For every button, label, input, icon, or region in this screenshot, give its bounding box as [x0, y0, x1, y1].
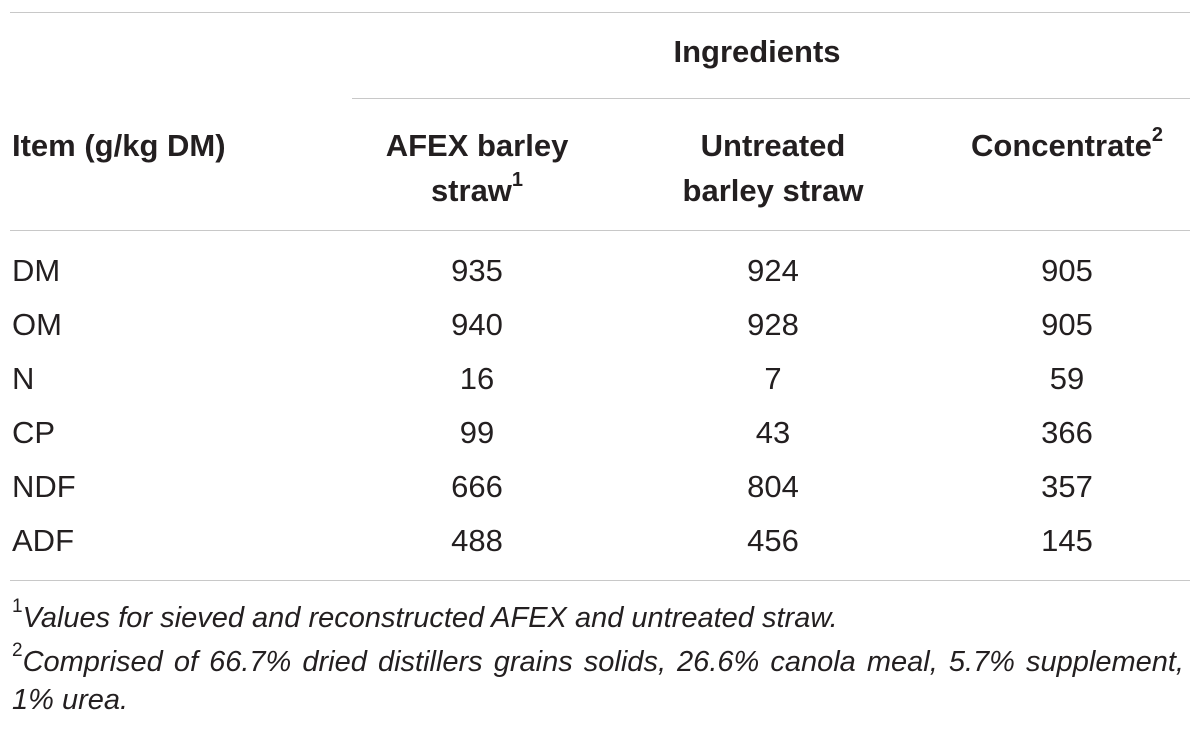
- row-label: CP: [12, 415, 56, 450]
- table-cell: 357: [1041, 469, 1093, 504]
- footnote-text: Values for sieved and reconstructed AFEX…: [22, 602, 838, 634]
- footnote-marker: 2: [12, 640, 23, 662]
- column-header-line2: straw: [430, 173, 512, 208]
- column-header-untreated: Untreated: [648, 125, 898, 167]
- column-header-untreated-line2: barley straw: [648, 170, 898, 212]
- column-header-afex-line2: straw1: [352, 170, 602, 212]
- table-cell: 488: [451, 523, 503, 558]
- table-cell: 7: [764, 361, 782, 396]
- column-header-afex: AFEX barley: [352, 125, 602, 167]
- table-bottom-rule: [10, 580, 1190, 581]
- table-cell: 905: [1041, 307, 1093, 342]
- column-header-line1: Concentrate: [971, 128, 1152, 163]
- column-header-concentrate: Concentrate2: [942, 125, 1192, 167]
- group-header-ingredients: Ingredients: [673, 34, 841, 69]
- table-cell: 666: [451, 469, 503, 504]
- group-header-rule: [352, 98, 1190, 99]
- column-header-line1: Untreated: [700, 128, 846, 163]
- table-cell: 935: [451, 253, 503, 288]
- row-label: NDF: [12, 469, 76, 504]
- footnote-marker: 1: [511, 168, 524, 191]
- table-top-rule: [10, 12, 1190, 13]
- table-cell: 366: [1041, 415, 1093, 450]
- footnote-2: 2Comprised of 66.7% dried distillers gra…: [12, 640, 1184, 719]
- row-label: ADF: [12, 523, 74, 558]
- footnote-1: 1Values for sieved and reconstructed AFE…: [12, 596, 1184, 637]
- row-label: OM: [12, 307, 62, 342]
- column-header-line2: barley straw: [682, 173, 864, 208]
- table-cell: 804: [747, 469, 799, 504]
- table-cell: 43: [755, 415, 791, 450]
- footnote-marker: 2: [1151, 123, 1163, 146]
- table-cell: 924: [747, 253, 799, 288]
- column-header-line1: AFEX barley: [385, 128, 569, 163]
- table-cell: 16: [459, 361, 495, 396]
- table-cell: 99: [459, 415, 495, 450]
- header-bottom-rule: [10, 230, 1190, 231]
- table-cell: 940: [451, 307, 503, 342]
- footnote-text: Comprised of 66.7% dried distillers grai…: [12, 646, 1184, 716]
- row-label: DM: [12, 253, 61, 288]
- footnote-marker: 1: [12, 596, 23, 618]
- table-cell: 905: [1041, 253, 1093, 288]
- row-label: N: [12, 361, 35, 396]
- table-cell: 145: [1041, 523, 1093, 558]
- stub-header: Item (g/kg DM): [12, 128, 226, 163]
- table-cell: 928: [747, 307, 799, 342]
- table-cell: 456: [747, 523, 799, 558]
- table-cell: 59: [1049, 361, 1085, 396]
